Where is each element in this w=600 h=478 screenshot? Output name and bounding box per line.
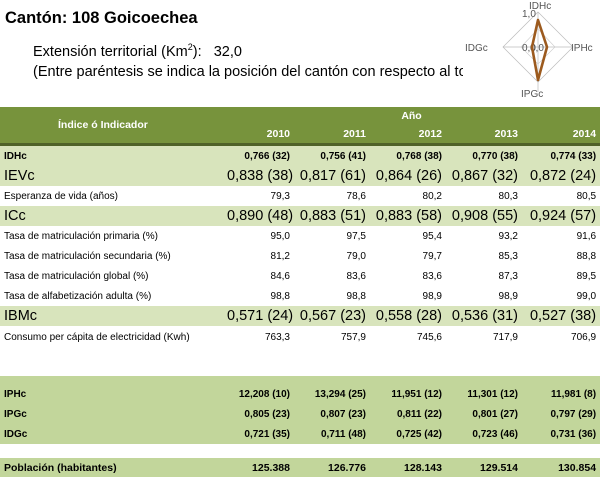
- table-row: IDGc 0,721 (35) 0,711 (48) 0,725 (42) 0,…: [0, 424, 600, 444]
- extension-close: ):: [192, 44, 202, 60]
- header-year: Año: [401, 109, 422, 122]
- header-indicator: Índice ó Indicador: [58, 119, 148, 131]
- year-header: 2013: [494, 127, 518, 140]
- table-spacer: [0, 444, 600, 458]
- radar-axis-top: IDHc: [529, 1, 551, 12]
- year-header: 2011: [343, 127, 366, 140]
- composite-gap: [0, 376, 600, 384]
- year-header: 2012: [418, 127, 442, 140]
- table-header-row: Índice ó Indicador Año: [0, 107, 600, 131]
- table-row: IPHc 12,208 (10) 13,294 (25) 11,951 (12)…: [0, 384, 600, 404]
- radar-axis-bottom: IPGc: [521, 89, 543, 100]
- table-row: IDHc 0,766 (32) 0,756 (41) 0,768 (38) 0,…: [0, 146, 600, 166]
- year-header: 2014: [572, 127, 597, 140]
- header-divider: [0, 143, 600, 146]
- table-spacer: [0, 348, 600, 376]
- table-row: Tasa de matriculación primaria (%) 95,0 …: [0, 226, 600, 246]
- table-row: Tasa de matriculación global (%) 84,6 83…: [0, 266, 600, 286]
- radar-axis-right: IPHc: [571, 43, 593, 54]
- table-row: Consumo per cápita de electricidad (Kwh)…: [0, 326, 600, 348]
- extension-superscript: 2: [187, 42, 193, 53]
- table-row: Población (habitantes) 125.388 126.776 1…: [0, 458, 600, 477]
- ranking-note: (Entre paréntesis se indica la posición …: [33, 64, 465, 80]
- indicators-table: Índice ó Indicador Año 2010 2011 2012 20…: [0, 107, 600, 477]
- extension-label: Extensión territorial (Km: [33, 44, 188, 60]
- territorial-extension: Extensión territorial (Km2): 32,0: [33, 42, 242, 60]
- table-row: ICc 0,890 (48) 0,883 (51) 0,883 (58) 0,9…: [0, 206, 600, 226]
- extension-value: 32,0: [213, 44, 242, 60]
- table-row: IBMc 0,571 (24) 0,567 (23) 0,558 (28) 0,…: [0, 306, 600, 326]
- year-header: 2010: [266, 127, 290, 140]
- table-row: Tasa de alfabetización adulta (%) 98,8 9…: [0, 286, 600, 306]
- radar-scale-zero-b: 0,0: [530, 43, 544, 54]
- radar-chart: IDHc IPHc IPGc IDGc 1,0 0,0 0,0: [463, 0, 600, 100]
- radar-series: [530, 18, 549, 82]
- table-row: IEVc 0,838 (38) 0,817 (61) 0,864 (26) 0,…: [0, 166, 600, 186]
- table-row: Esperanza de vida (años) 79,3 78,6 80,2 …: [0, 186, 600, 206]
- radar-scale-zero-a: 0,0: [522, 43, 536, 54]
- radar-scale-max: 1,0: [522, 9, 536, 20]
- canton-header: Cantón: 108 Goicoechea Extensión territo…: [0, 0, 600, 108]
- radar-axis-left: IDGc: [465, 43, 488, 54]
- page-title: Cantón: 108 Goicoechea: [5, 9, 198, 27]
- table-row: IPGc 0,805 (23) 0,807 (23) 0,811 (22) 0,…: [0, 404, 600, 424]
- table-row: Tasa de matriculación secundaria (%) 81,…: [0, 246, 600, 266]
